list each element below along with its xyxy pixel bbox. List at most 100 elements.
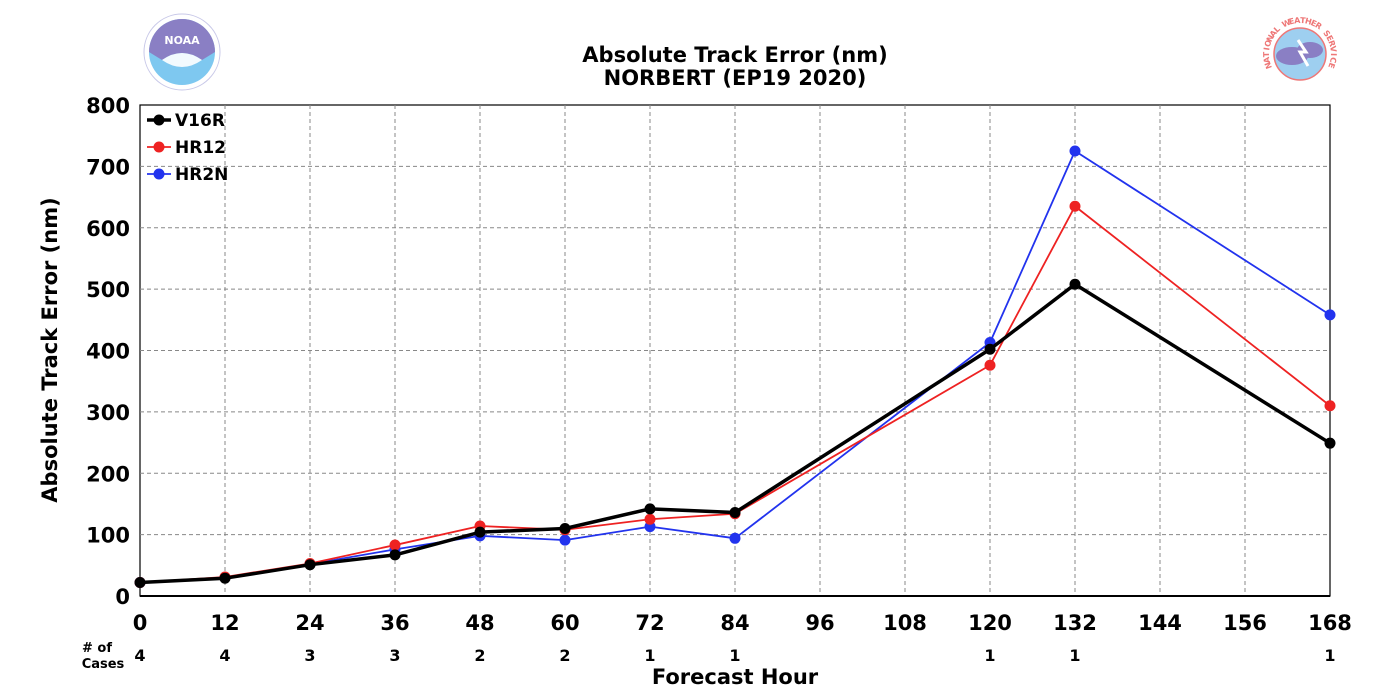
data-point-v16r <box>984 343 996 355</box>
x-tick-label: 24 <box>295 611 324 635</box>
noaa-logo-text: NOAA <box>164 34 200 47</box>
cases-caption-line1: # of <box>82 641 112 656</box>
nws-ring-letter: W <box>1281 17 1293 29</box>
y-tick-label: 0 <box>115 585 130 609</box>
data-point-v16r <box>134 576 146 588</box>
case-count-label: 1 <box>644 646 655 665</box>
data-point-hr12 <box>1324 400 1336 412</box>
case-count-label: 1 <box>984 646 995 665</box>
case-count-label: 2 <box>559 646 570 665</box>
x-tick-label: 36 <box>380 611 409 635</box>
chart-subtitle: NORBERT (EP19 2020) <box>604 66 867 90</box>
case-count-label: 3 <box>304 646 315 665</box>
data-point-hr12 <box>389 539 401 551</box>
nws-ring-letter: N <box>1265 33 1276 43</box>
plot-area <box>134 104 1336 597</box>
x-tick-label: 0 <box>133 611 148 635</box>
chart-title: Absolute Track Error (nm) <box>582 43 887 67</box>
nws-ring-letter: E <box>1326 61 1336 69</box>
case-count-label: 3 <box>389 646 400 665</box>
nws-ring-letter: O <box>1263 39 1274 48</box>
data-point-v16r <box>474 526 486 538</box>
case-count-label: 4 <box>219 646 230 665</box>
x-tick-label: 120 <box>968 611 1012 635</box>
x-tick-label: 60 <box>550 611 579 635</box>
nws-ring-letter: I <box>1329 53 1338 56</box>
y-tick-labels: 0 100 200 300 400 500 600 700 800 <box>86 94 130 609</box>
nws-ring-letter: T <box>1300 16 1307 25</box>
y-tick-label: 700 <box>86 155 130 179</box>
legend-swatch-marker <box>153 114 165 126</box>
data-point-v16r <box>729 507 741 519</box>
data-point-hr2n <box>559 534 571 546</box>
legend: V16R HR12 HR2N <box>147 111 228 185</box>
legend-item-v16r: V16R <box>147 111 225 131</box>
data-point-v16r <box>1324 437 1336 449</box>
data-point-v16r <box>559 522 571 534</box>
nws-ring-letter: I <box>1262 47 1271 51</box>
data-point-hr2n <box>729 532 741 544</box>
series-v16r <box>134 278 1336 588</box>
legend-label: HR12 <box>175 138 226 158</box>
x-tick-label: 84 <box>720 611 749 635</box>
noaa-logo-icon: NOAA <box>143 13 221 91</box>
data-point-v16r <box>644 503 656 515</box>
x-axis-title: Forecast Hour <box>652 665 819 689</box>
x-tick-label: 132 <box>1053 611 1097 635</box>
nws-ring-letter: R <box>1327 39 1337 48</box>
legend-label: V16R <box>175 111 225 131</box>
nws-ring-letter: E <box>1288 17 1296 27</box>
nws-ring-letter: R <box>1313 21 1323 32</box>
y-tick-label: 600 <box>86 217 130 241</box>
nws-ring-letter: S <box>1321 29 1332 39</box>
nws-ring-letter: N <box>1263 61 1274 70</box>
grid-lines <box>140 105 1330 596</box>
y-tick-label: 100 <box>86 524 130 548</box>
y-tick-label: 400 <box>86 340 130 364</box>
legend-item-hr12: HR12 <box>147 138 226 158</box>
nws-ring-letter: A <box>1262 55 1272 64</box>
case-counts: 4 4 3 3 2 2 1 1 1 1 1 <box>134 646 1335 665</box>
case-count-label: 4 <box>134 646 145 665</box>
x-tick-label: 12 <box>210 611 239 635</box>
legend-swatch-marker <box>153 141 165 153</box>
x-tick-label: 72 <box>635 611 664 635</box>
x-tick-label: 48 <box>465 611 494 635</box>
cases-caption-line2: Cases <box>82 657 125 672</box>
data-point-v16r <box>304 559 316 571</box>
y-axis-title: Absolute Track Error (nm) <box>38 197 62 502</box>
y-tick-label: 800 <box>86 94 130 118</box>
case-count-label: 1 <box>1324 646 1335 665</box>
x-tick-labels: 0 12 24 36 48 60 72 84 96 108 120 132 144 156 168 <box>133 611 1352 635</box>
x-tick-label: 108 <box>883 611 927 635</box>
nws-ring-letter: A <box>1294 16 1302 26</box>
data-point-hr12 <box>984 359 996 371</box>
x-tick-label: 96 <box>805 611 834 635</box>
data-point-hr12 <box>644 513 656 525</box>
x-tick-label: 168 <box>1308 611 1352 635</box>
data-point-hr2n <box>1324 309 1336 321</box>
data-point-hr12 <box>1069 200 1081 212</box>
legend-label: HR2N <box>175 165 228 185</box>
data-point-v16r <box>1069 278 1081 290</box>
case-count-label: 1 <box>1069 646 1080 665</box>
y-tick-label: 200 <box>86 462 130 486</box>
nws-ring-letter: C <box>1328 56 1338 64</box>
data-point-v16r <box>219 572 231 584</box>
case-count-label: 1 <box>729 646 740 665</box>
series-lines <box>134 145 1336 588</box>
data-point-hr2n <box>1069 145 1081 157</box>
nws-ring-letter: L <box>1272 24 1282 34</box>
nws-ring-letter: A <box>1268 28 1279 39</box>
nws-ring-letter: V <box>1328 45 1338 53</box>
nws-ring-letter: T <box>1262 51 1271 57</box>
x-tick-label: 156 <box>1223 611 1267 635</box>
nws-ring-letter: E <box>1324 34 1335 43</box>
x-tick-label: 144 <box>1138 611 1182 635</box>
y-tick-label: 500 <box>86 278 130 302</box>
case-count-label: 2 <box>474 646 485 665</box>
legend-item-hr2n: HR2N <box>147 165 228 185</box>
